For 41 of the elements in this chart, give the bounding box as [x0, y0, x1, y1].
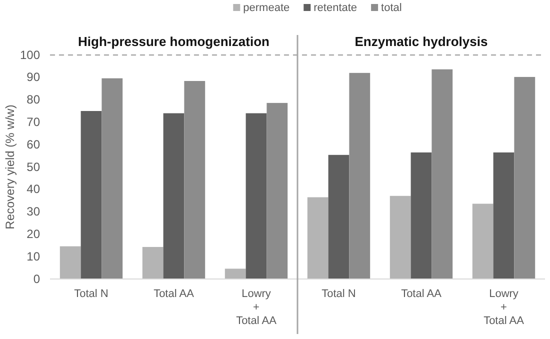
- y-tick-label: 50: [26, 160, 40, 174]
- bar: [390, 196, 411, 279]
- bar: [80, 111, 102, 279]
- x-tick-label: Lowry + Total AA: [236, 288, 278, 327]
- bar: [60, 246, 81, 279]
- text: High-pressure homogenization: [78, 34, 270, 49]
- y-tick-label: 100: [20, 48, 40, 62]
- x-tick-label: Total AA: [154, 288, 195, 300]
- x-tick-label: Total N: [74, 288, 108, 300]
- bar: [349, 72, 370, 279]
- y-tick-label: 80: [26, 92, 40, 107]
- text: Enzymatic hydrolysis: [354, 34, 488, 49]
- bar: [266, 102, 288, 279]
- y-tick-label: 10: [26, 249, 40, 264]
- bar: [307, 197, 328, 279]
- bar: [224, 268, 246, 279]
- y-axis-title: Recovery yield (% w/w): [3, 104, 17, 230]
- bar: [246, 113, 267, 279]
- legend-label: retentate: [314, 2, 358, 14]
- bar: [328, 154, 350, 279]
- y-tick-label: 30: [26, 204, 40, 219]
- bar: [514, 76, 536, 279]
- bar: [102, 78, 123, 279]
- bar: [432, 69, 453, 279]
- legend-label: total: [381, 2, 402, 14]
- y-tick-label: 20: [26, 227, 40, 242]
- y-tick-label: 60: [26, 137, 40, 152]
- bar: [410, 152, 432, 279]
- y-tick-label: 90: [26, 70, 40, 84]
- x-tick-label: Total AA: [401, 288, 442, 300]
- legend-label: permeate: [243, 2, 290, 14]
- bar: [472, 204, 494, 279]
- bar: [184, 80, 206, 279]
- y-tick-label: 70: [26, 115, 40, 130]
- y-tick-label: 0: [33, 272, 40, 286]
- bar: [163, 113, 184, 279]
- x-tick-label: Total N: [322, 288, 356, 300]
- y-tick-label: 40: [26, 182, 40, 196]
- x-tick-label: Lowry + Total AA: [484, 288, 525, 327]
- bar: [493, 152, 514, 279]
- bar: [142, 246, 164, 279]
